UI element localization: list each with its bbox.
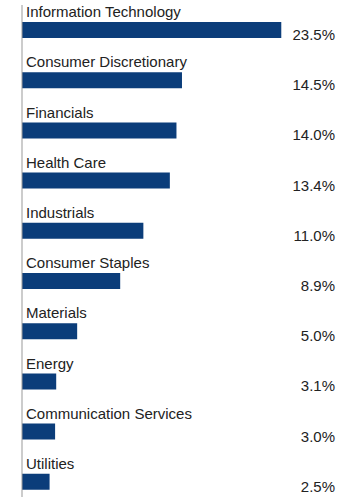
svg-text:Industrials: Industrials <box>26 204 94 221</box>
svg-text:23.5%: 23.5% <box>292 26 335 43</box>
svg-text:Financials: Financials <box>26 104 94 121</box>
svg-text:5.0%: 5.0% <box>301 327 335 344</box>
svg-text:Health Care: Health Care <box>26 154 106 171</box>
svg-text:2.5%: 2.5% <box>301 478 335 495</box>
svg-text:3.1%: 3.1% <box>301 377 335 394</box>
svg-text:Information Technology: Information Technology <box>26 3 181 20</box>
svg-text:13.4%: 13.4% <box>292 177 335 194</box>
svg-text:Materials: Materials <box>26 304 87 321</box>
svg-text:Communication Services: Communication Services <box>26 405 192 422</box>
svg-text:14.5%: 14.5% <box>292 76 335 93</box>
svg-text:Energy: Energy <box>26 355 74 372</box>
svg-text:Consumer Staples: Consumer Staples <box>26 254 149 271</box>
svg-text:Utilities: Utilities <box>26 455 74 472</box>
svg-text:Consumer Discretionary: Consumer Discretionary <box>26 53 187 70</box>
svg-text:8.9%: 8.9% <box>301 277 335 294</box>
svg-text:11.0%: 11.0% <box>294 227 335 244</box>
svg-text:14.0%: 14.0% <box>292 126 335 143</box>
svg-text:3.0%: 3.0% <box>301 428 335 445</box>
